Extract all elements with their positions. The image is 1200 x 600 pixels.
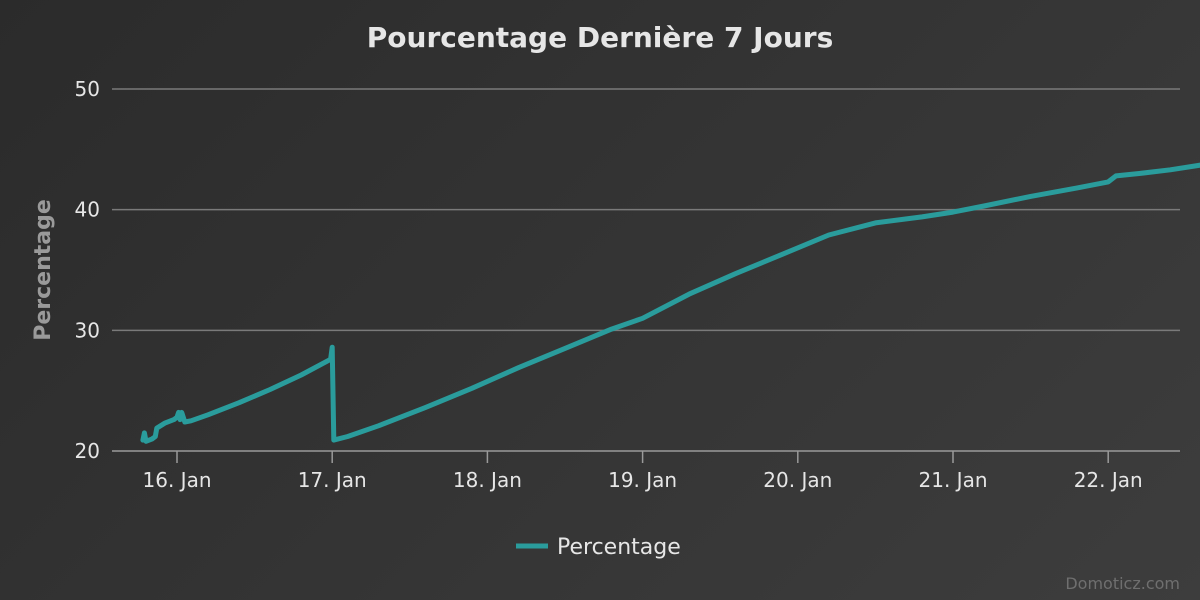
y-tick-label: 50	[75, 77, 100, 101]
legend-label-percentage[interactable]: Percentage	[557, 535, 681, 560]
x-tick-label: 22. Jan	[1074, 468, 1143, 492]
series-line-percentage[interactable]	[140, 160, 1200, 444]
y-axis-label: Percentage	[31, 199, 56, 341]
legend[interactable]: Percentage	[516, 535, 681, 560]
y-tick-label: 40	[75, 198, 100, 222]
x-tick-label: 18. Jan	[453, 468, 522, 492]
credit-link[interactable]: Domoticz.com	[1065, 574, 1180, 593]
x-tick-label: 16. Jan	[143, 468, 212, 492]
y-tick-label: 20	[75, 439, 100, 463]
x-tick-label: 20. Jan	[763, 468, 832, 492]
series-group	[140, 160, 1200, 444]
x-axis: 16. Jan 17. Jan 18. Jan 19. Jan 20. Jan 21. J…	[112, 450, 1180, 492]
x-tick-label: 19. Jan	[608, 468, 677, 492]
y-axis-ticks: 20 30 40 50	[75, 77, 100, 463]
x-tick-label: 17. Jan	[298, 468, 367, 492]
x-tick-label: 21. Jan	[919, 468, 988, 492]
chart-title: Pourcentage Dernière 7 Jours	[367, 21, 833, 54]
grid-lines	[112, 88, 1180, 332]
y-tick-label: 30	[75, 318, 100, 342]
